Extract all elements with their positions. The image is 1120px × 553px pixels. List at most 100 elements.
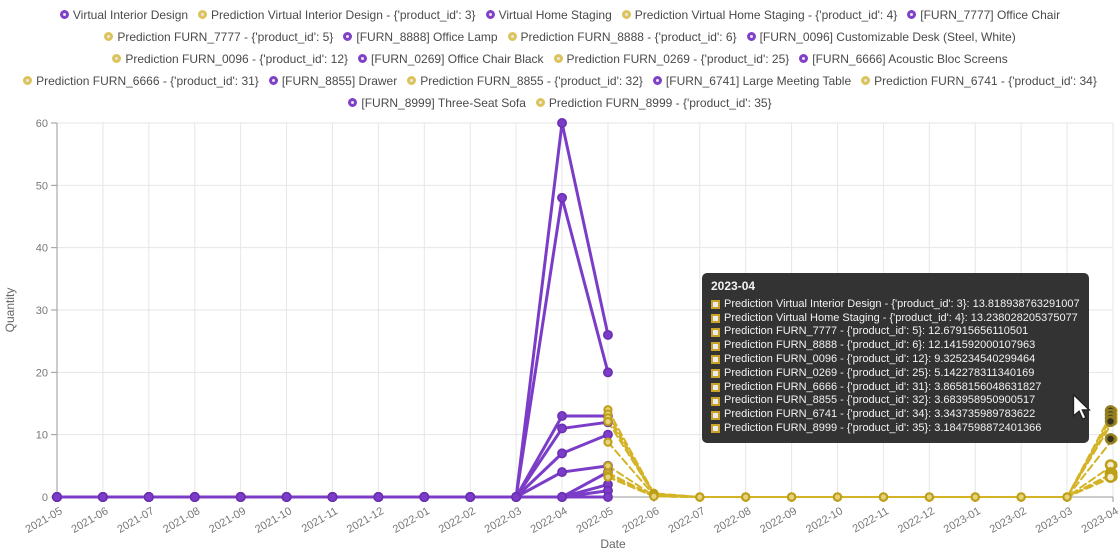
legend-prediction-marker-icon — [407, 76, 417, 85]
y-tick-label: 60 — [36, 118, 48, 130]
legend-item-prediction-1[interactable]: Prediction Virtual Interior Design - {'p… — [198, 6, 476, 23]
legend-item-actual-16[interactable]: [FURN_6741] Large Meeting Table — [652, 72, 851, 89]
series-line-17 — [606, 472, 1114, 498]
legend-item-label: [FURN_0269] Office Chair Black — [371, 51, 544, 66]
legend-actual-marker-icon — [652, 76, 662, 85]
tooltip-row-text: Prediction FURN_7777 - {'product_id': 5}… — [724, 325, 1029, 338]
legend-item-actual-8[interactable]: [FURN_0096] Customizable Desk (Steel, Wh… — [746, 28, 1016, 45]
data-point — [143, 492, 154, 502]
x-tick-label: 2022-09 — [758, 505, 799, 536]
tooltip-series-swatch-icon — [711, 424, 720, 434]
data-point — [557, 118, 567, 128]
tooltip-series-swatch-icon — [711, 369, 720, 379]
data-point — [1108, 472, 1118, 482]
legend-item-actual-0[interactable]: Virtual Interior Design — [59, 6, 189, 23]
tooltip-row-text: Prediction FURN_6666 - {'product_id': 31… — [724, 380, 1042, 393]
data-point — [1062, 492, 1072, 502]
tooltip-series-swatch-icon — [711, 355, 720, 365]
tooltip-row: Prediction FURN_0269 - {'product_id': 25… — [711, 367, 1080, 381]
data-point — [557, 492, 567, 502]
y-tick-label: 30 — [36, 305, 48, 317]
legend-item-label: Prediction FURN_0096 - {'product_id': 12… — [125, 51, 349, 66]
tooltip-row-text: Prediction FURN_0096 - {'product_id': 12… — [724, 352, 1036, 365]
series-line-19 — [606, 476, 1114, 498]
data-point — [924, 492, 934, 502]
legend-item-actual-12[interactable]: [FURN_6666] Acoustic Bloc Screens — [799, 50, 1008, 67]
legend-item-label: [FURN_8855] Drawer — [281, 73, 398, 88]
data-point — [419, 492, 430, 502]
x-tick-label: 2021-12 — [345, 505, 386, 536]
legend-item-actual-4[interactable]: [FURN_7777] Office Chair — [907, 6, 1060, 23]
x-tick-label: 2022-05 — [574, 505, 615, 536]
series-line-16 — [606, 471, 1114, 498]
legend-prediction-marker-icon — [23, 76, 33, 85]
legend-item-actual-6[interactable]: [FURN_8888] Office Lamp — [343, 28, 498, 45]
legend-prediction-marker-icon — [507, 32, 517, 41]
legend-item-label: [FURN_8888] Office Lamp — [356, 29, 498, 44]
legend-item-label: Prediction FURN_6741 - {'product_id': 34… — [874, 73, 1097, 88]
tooltip-row-text: Prediction FURN_6741 - {'product_id': 34… — [724, 408, 1036, 421]
tooltip-row-text: Prediction FURN_8999 - {'product_id': 35… — [724, 421, 1042, 434]
series-line-14 — [606, 437, 1114, 498]
data-point — [327, 492, 338, 502]
tooltip-series-swatch-icon — [711, 327, 720, 337]
legend-item-prediction-5[interactable]: Prediction FURN_7777 - {'product_id': 5} — [104, 28, 333, 45]
legend-item-label: Virtual Interior Design — [72, 7, 189, 22]
data-point — [557, 467, 567, 478]
y-axis-title: Quantity — [3, 288, 17, 333]
data-point — [235, 492, 246, 502]
legend-item-label: [FURN_0096] Customizable Desk (Steel, Wh… — [759, 29, 1016, 44]
x-tick-label: 2021-10 — [253, 505, 294, 536]
legend-item-label: Prediction FURN_8999 - {'product_id': 35… — [548, 95, 772, 110]
x-tick-label: 2023-01 — [942, 505, 983, 536]
x-tick-label: 2022-04 — [529, 505, 570, 536]
legend-item-actual-18[interactable]: [FURN_8999] Three-Seat Sofa — [348, 94, 526, 111]
legend-actual-marker-icon — [746, 32, 756, 41]
chart-tooltip: 2023-04 Prediction Virtual Interior Desi… — [702, 273, 1089, 443]
x-tick-label: 2021-09 — [207, 505, 248, 536]
legend-prediction-marker-icon — [861, 76, 871, 85]
legend-item-prediction-11[interactable]: Prediction FURN_0269 - {'product_id': 25… — [553, 50, 789, 67]
legend-prediction-marker-icon — [621, 10, 631, 19]
tooltip-row: Prediction FURN_8888 - {'product_id': 6}… — [711, 339, 1080, 353]
x-axis-title: Date — [600, 537, 626, 551]
series-line-15 — [606, 463, 1114, 498]
tooltip-series-swatch-icon — [711, 300, 720, 310]
data-point — [1016, 492, 1026, 502]
legend-item-prediction-3[interactable]: Prediction Virtual Home Staging - {'prod… — [621, 6, 898, 23]
legend-prediction-marker-icon — [104, 32, 114, 41]
tooltip-series-swatch-icon — [711, 341, 720, 351]
data-point — [649, 491, 659, 501]
x-tick-label: 2022-08 — [712, 505, 753, 536]
tooltip-series-swatch-icon — [711, 396, 720, 406]
x-tick-label: 2021-05 — [24, 505, 65, 536]
legend-item-prediction-13[interactable]: Prediction FURN_6666 - {'product_id': 31… — [23, 72, 259, 89]
x-tick-label: 2022-12 — [896, 505, 937, 536]
legend-actual-marker-icon — [343, 32, 353, 41]
data-point — [603, 472, 613, 482]
legend-item-actual-14[interactable]: [FURN_8855] Drawer — [268, 72, 398, 89]
legend-item-actual-2[interactable]: Virtual Home Staging — [485, 6, 612, 23]
data-point — [695, 492, 705, 502]
legend-item-prediction-17[interactable]: Prediction FURN_6741 - {'product_id': 34… — [861, 72, 1097, 89]
legend-prediction-marker-icon — [535, 98, 545, 107]
data-point — [557, 423, 567, 434]
legend-item-label: Prediction FURN_6666 - {'product_id': 31… — [36, 73, 259, 88]
legend-item-label: Prediction Virtual Home Staging - {'prod… — [634, 7, 898, 22]
tooltip-row: Prediction FURN_8999 - {'product_id': 35… — [711, 422, 1080, 436]
legend-item-prediction-19[interactable]: Prediction FURN_8999 - {'product_id': 35… — [535, 94, 772, 111]
data-point — [52, 492, 62, 502]
legend-actual-marker-icon — [348, 98, 358, 107]
legend-item-prediction-7[interactable]: Prediction FURN_8888 - {'product_id': 6} — [507, 28, 737, 45]
legend-item-actual-10[interactable]: [FURN_0269] Office Chair Black — [358, 50, 544, 67]
tooltip-row-text: Prediction FURN_0269 - {'product_id': 25… — [724, 366, 1035, 379]
x-tick-label: 2022-07 — [666, 505, 707, 536]
data-point — [878, 492, 889, 502]
y-tick-label: 50 — [36, 180, 48, 192]
legend-item-prediction-15[interactable]: Prediction FURN_8855 - {'product_id': 32… — [407, 72, 643, 89]
chart-legend: Virtual Interior Design Prediction Virtua… — [0, 6, 1120, 111]
legend-item-label: Virtual Home Staging — [498, 7, 612, 22]
legend-item-prediction-9[interactable]: Prediction FURN_0096 - {'product_id': 12… — [112, 50, 348, 67]
tooltip-row-text: Prediction Virtual Home Staging - {'prod… — [724, 311, 1078, 324]
